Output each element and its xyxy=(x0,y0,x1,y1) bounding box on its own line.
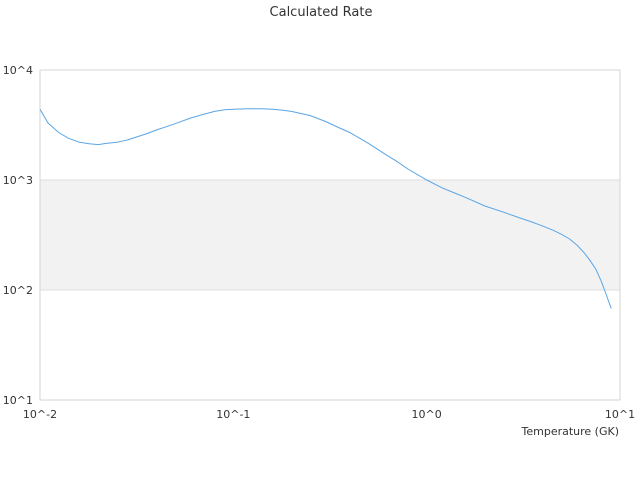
y-tick-label: 10^4 xyxy=(3,64,33,77)
y-tick-label: 10^1 xyxy=(3,394,33,407)
x-axis-ticks: 10^-2 10^-1 10^0 10^1 xyxy=(23,408,635,421)
x-tick-label: 10^1 xyxy=(605,408,635,421)
y-tick-label: 10^3 xyxy=(3,174,33,187)
y-axis-ticks: 10^1 10^2 10^3 10^4 xyxy=(3,64,33,407)
series-line xyxy=(39,108,612,309)
plot-area xyxy=(39,69,621,401)
x-tick-label: 10^-1 xyxy=(216,408,250,421)
chart-title: Calculated Rate xyxy=(270,5,373,20)
x-tick-label: 10^0 xyxy=(412,408,442,421)
y-tick-label: 10^2 xyxy=(3,284,33,297)
shaded-band xyxy=(40,180,620,290)
x-tick-label: 10^-2 xyxy=(23,408,57,421)
x-axis-label: Temperature (GK) xyxy=(521,425,620,438)
